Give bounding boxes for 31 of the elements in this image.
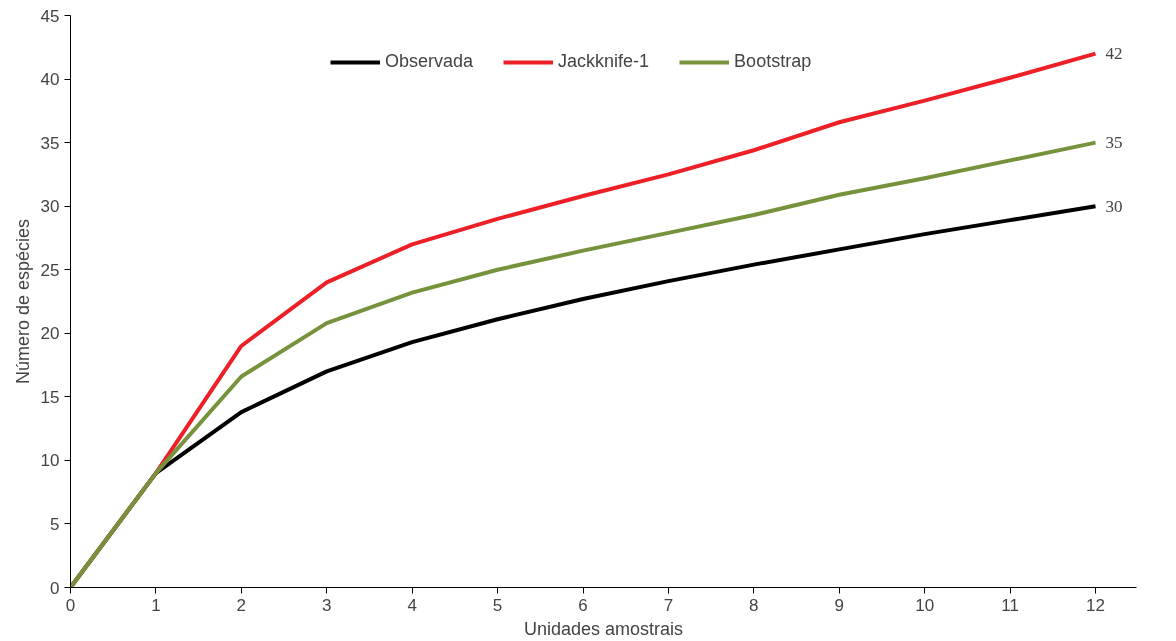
x-tick-label: 12 bbox=[1086, 595, 1105, 615]
x-tick-label: 8 bbox=[749, 595, 759, 615]
x-tick-label: 1 bbox=[151, 595, 161, 615]
x-tick-label: 4 bbox=[407, 595, 417, 615]
x-tick-label: 9 bbox=[834, 595, 844, 615]
y-tick-label: 40 bbox=[40, 70, 60, 90]
x-tick-label: 2 bbox=[236, 595, 247, 615]
x-axis-title: Unidades amostrais bbox=[523, 618, 684, 639]
y-tick-label: 15 bbox=[40, 387, 60, 407]
y-tick-label: 35 bbox=[40, 133, 60, 153]
y-tick-label: 10 bbox=[40, 451, 60, 471]
y-tick-label: 0 bbox=[50, 578, 60, 598]
y-tick-label: 5 bbox=[50, 514, 60, 534]
legend-label: Bootstrap bbox=[734, 51, 812, 72]
y-tick-label: 45 bbox=[40, 6, 60, 26]
legend-label: Observada bbox=[385, 51, 474, 72]
x-tick-label: 0 bbox=[65, 595, 76, 615]
x-tick-label: 10 bbox=[915, 595, 935, 615]
data-label: 30 bbox=[1105, 196, 1123, 216]
x-tick-label: 7 bbox=[663, 595, 674, 615]
y-tick-label: 25 bbox=[40, 260, 60, 280]
x-tick-label: 6 bbox=[578, 595, 588, 615]
legend-label: Jackknife-1 bbox=[558, 51, 650, 72]
data-label: 35 bbox=[1105, 133, 1123, 153]
x-tick-label: 5 bbox=[492, 595, 503, 615]
y-tick-label: 30 bbox=[40, 197, 60, 217]
data-label: 42 bbox=[1105, 44, 1123, 64]
x-tick-label: 3 bbox=[322, 595, 332, 615]
x-tick-label: 11 bbox=[1001, 595, 1019, 615]
y-tick-label: 20 bbox=[40, 324, 60, 344]
y-axis-title: Número de espécies bbox=[12, 218, 33, 385]
